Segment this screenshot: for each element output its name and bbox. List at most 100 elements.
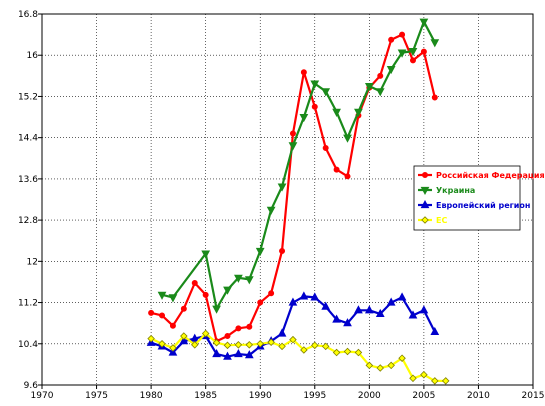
- data-point: [257, 299, 264, 306]
- data-point: [364, 305, 374, 314]
- x-tick-label: 2015: [522, 391, 545, 401]
- y-tick-label: 12: [27, 257, 38, 267]
- data-point: [148, 309, 155, 316]
- series-layer: [146, 18, 450, 385]
- legend-marker: [421, 171, 428, 178]
- legend-entry-1: Украина: [418, 186, 475, 196]
- data-point: [235, 325, 242, 332]
- data-point: [299, 113, 309, 123]
- x-tick-label: 1980: [140, 391, 163, 401]
- data-point: [311, 103, 318, 110]
- y-tick-label: 16: [27, 51, 39, 61]
- data-point: [223, 351, 232, 360]
- series-3: [147, 329, 450, 385]
- data-point: [386, 297, 396, 306]
- grid: [42, 14, 533, 385]
- series-line: [161, 20, 436, 310]
- x-tick-label: 1995: [303, 391, 326, 401]
- legend-label: Европейский регион: [436, 201, 530, 210]
- data-point: [268, 290, 275, 297]
- data-point: [397, 49, 407, 58]
- data-point: [397, 292, 407, 301]
- data-point: [310, 292, 320, 301]
- data-point: [408, 310, 418, 319]
- data-point: [375, 88, 385, 97]
- data-point: [430, 326, 440, 336]
- data-point: [234, 349, 243, 358]
- y-tick-label: 15.2: [18, 92, 38, 102]
- data-point: [388, 36, 395, 43]
- data-point: [354, 108, 363, 117]
- legend-marker: [420, 199, 430, 209]
- data-point: [169, 322, 176, 329]
- data-point: [333, 166, 340, 173]
- data-point: [244, 350, 254, 359]
- data-point: [244, 276, 254, 285]
- legend-label: Украина: [436, 186, 475, 195]
- data-point: [223, 341, 232, 350]
- data-point: [430, 39, 440, 48]
- data-point: [202, 291, 209, 298]
- data-point: [180, 305, 187, 312]
- data-point: [321, 301, 331, 310]
- x-tick-label: 2010: [467, 391, 490, 401]
- legend-marker: [421, 216, 429, 224]
- data-point: [224, 333, 231, 340]
- data-point: [266, 206, 276, 215]
- data-point: [420, 370, 428, 379]
- data-point: [201, 329, 210, 338]
- data-point: [365, 361, 374, 370]
- data-point: [332, 108, 341, 117]
- x-tick-label: 2005: [412, 391, 435, 401]
- data-point: [386, 66, 396, 75]
- series-2: [146, 291, 440, 360]
- data-point: [354, 348, 363, 357]
- y-tick-label: 16.8: [18, 10, 38, 20]
- data-point: [190, 341, 199, 349]
- y-tick-label: 13.6: [18, 175, 38, 185]
- data-point: [255, 247, 265, 257]
- data-point: [322, 144, 329, 151]
- data-point: [311, 341, 319, 350]
- data-point: [398, 354, 406, 362]
- legend-label: ЕС: [436, 216, 447, 225]
- data-point: [409, 57, 416, 64]
- data-point: [354, 305, 363, 314]
- y-tick-label: 9.6: [24, 381, 39, 391]
- data-point: [191, 279, 198, 286]
- legend-entry-0: Российская Федерация: [418, 171, 545, 180]
- data-point: [431, 94, 438, 101]
- y-tick-label: 11.2: [18, 299, 38, 309]
- data-point: [419, 305, 429, 314]
- data-point: [246, 323, 253, 330]
- data-point: [159, 312, 166, 319]
- y-tick-label: 12.8: [18, 216, 38, 226]
- data-point: [321, 342, 330, 351]
- data-point: [375, 308, 385, 317]
- x-tick-label: 1970: [31, 391, 54, 401]
- data-point: [299, 291, 309, 300]
- legend: Российская Федерация Украина Европейский р…: [413, 165, 545, 231]
- data-point: [288, 142, 298, 151]
- data-point: [179, 336, 189, 345]
- data-point: [419, 18, 429, 27]
- data-point: [168, 347, 178, 356]
- series-line: [150, 33, 436, 343]
- data-point: [409, 374, 417, 383]
- data-point: [158, 340, 166, 348]
- data-point: [344, 173, 351, 180]
- series-1: [157, 18, 440, 314]
- x-tick-label: 1990: [249, 391, 272, 401]
- x-tick-label: 2000: [358, 391, 381, 401]
- data-point: [277, 183, 287, 192]
- data-point: [332, 348, 341, 357]
- data-point: [343, 134, 352, 143]
- data-point: [364, 83, 374, 92]
- data-point: [212, 349, 221, 358]
- series-0: [148, 31, 438, 345]
- data-point: [169, 344, 177, 352]
- y-tick-label: 14.4: [18, 134, 38, 144]
- legend-entry-2: Европейский регион: [418, 199, 530, 210]
- data-point: [168, 294, 178, 303]
